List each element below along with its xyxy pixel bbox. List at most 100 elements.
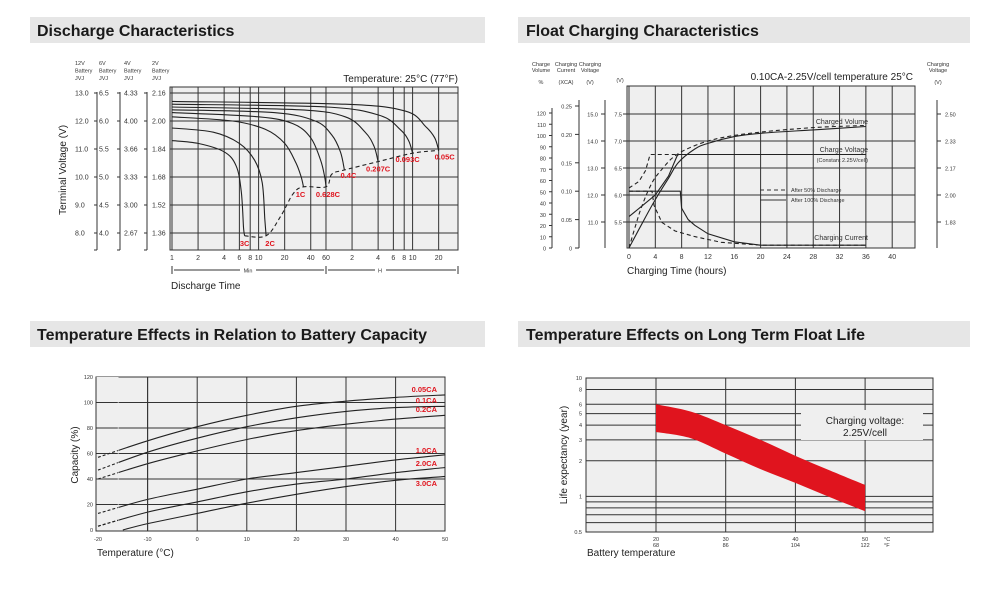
voltage-tick-label: 1.84 — [152, 147, 166, 154]
x-tick-label: 20 — [281, 255, 289, 262]
y-tick-label: 5 — [579, 412, 582, 418]
x-tick-label: 1 — [170, 255, 174, 262]
x-tick-label: 20 — [293, 537, 299, 543]
condition-annotation: 0.10CA-2.25V/cell temperature 25°C — [751, 72, 913, 83]
discharge-curve-2C — [171, 127, 267, 236]
voltage-tick-label: 2.00 — [152, 119, 166, 126]
capacity-curve-dashed-0.2CA — [97, 472, 118, 480]
current-tick-label: 0.05 — [561, 218, 572, 224]
cell-tick-label: 2.17 — [945, 167, 956, 173]
voltage-axis-header: JVJ — [99, 76, 108, 82]
y-tick-label: 20 — [87, 503, 93, 509]
discharge-curve-3C — [171, 140, 246, 236]
discharge-curve-0.05C — [171, 100, 440, 151]
voltage-tick-label: 8.0 — [75, 231, 85, 238]
header-float-life — [518, 321, 970, 347]
voltage-axis-header: Battery — [124, 69, 142, 75]
after-100-volume_pct-line — [628, 125, 866, 249]
legend-label-50: After 50% Discharge — [791, 188, 841, 194]
cell-axis-header: Voltage — [929, 68, 947, 74]
voltage-axis-header: 4V — [124, 61, 131, 67]
discharge-curve-0.093C — [171, 103, 414, 154]
x-tick-label: 36 — [862, 254, 870, 261]
voltage-tick-label: 1.68 — [152, 175, 166, 182]
y-tick-label: 100 — [84, 401, 93, 407]
current-tick-label: 0.20 — [561, 133, 572, 139]
voltage12-tick-label: 15.0 — [587, 113, 598, 119]
capacity-curve-dashed-0.1CA — [97, 462, 118, 471]
voltage6-tick-label: 7.0 — [614, 140, 622, 146]
voltage6-tick-label: 5.5 — [614, 221, 622, 227]
x-tick-label-f: 122 — [861, 543, 870, 549]
series-label-0.2CA: 0.2CA — [416, 405, 438, 414]
discharge-curve-1C — [171, 116, 305, 187]
voltage-tick-label: 6.0 — [99, 119, 109, 126]
series-label-1.0CA: 1.0CA — [416, 446, 438, 455]
voltage6-tick-label: 6.0 — [614, 194, 622, 200]
x-tick-label: 50 — [442, 537, 448, 543]
voltage-tick-label: 2.67 — [124, 231, 138, 238]
volume-tick-label: 60 — [540, 179, 546, 185]
header-temp-capacity — [30, 321, 485, 347]
float-life-chart: 206830864010450122°C°F1086543210.5Chargi… — [559, 376, 934, 559]
title-discharge: Discharge Characteristics — [37, 23, 235, 40]
voltage-axis-header: JVJ — [75, 76, 84, 82]
voltage-axis-header: JVJ — [124, 76, 133, 82]
series-label-2C: 2C — [265, 239, 275, 248]
series-label-0.05C: 0.05C — [435, 152, 456, 161]
plot-area — [626, 85, 916, 249]
voltage-axis-header: Battery — [152, 69, 170, 75]
voltage-tick-label: 4.00 — [124, 119, 138, 126]
voltage6-tick-label: 6.5 — [614, 167, 622, 173]
x-tick-label-c: 40 — [792, 537, 798, 543]
x-tick-label-c: 20 — [653, 537, 659, 543]
y-axis-label: Life expectancy (year) — [559, 406, 570, 504]
x-axis-label: Temperature (°C) — [97, 548, 174, 559]
volume-tick-label: 120 — [537, 112, 546, 118]
volume-tick-label: 90 — [540, 145, 546, 151]
voltage-tick-label: 4.0 — [99, 231, 109, 238]
series-label-0.628C: 0.628C — [316, 190, 341, 199]
x-tick-label: 40 — [393, 537, 399, 543]
x-tick-label: 24 — [783, 254, 791, 261]
voltage6-tick-label: 7.5 — [614, 113, 622, 119]
discharge-curve-0.207C — [171, 106, 379, 162]
cell-tick-label: 2.50 — [945, 113, 956, 119]
y-tick-label: 80 — [87, 426, 93, 432]
life-expectancy-band — [656, 404, 866, 512]
series-label-0.05CA: 0.05CA — [412, 385, 438, 394]
series-label-2.0CA: 2.0CA — [416, 459, 438, 468]
after-50-voltage_V-line — [628, 153, 781, 189]
series-label-0.1CA: 0.1CA — [416, 396, 438, 405]
cell-tick-label: 2.33 — [945, 140, 956, 146]
temp-capacity-chart: -20 -10 0 10 20 30 40 50 0 20 40 60 80 100 120 0.05CA 0.… — [70, 375, 448, 559]
discharge-chart: 1 2 4 6 8 10 20 40 60 2 4 6 8 10 2012VBatteryJVJ13.012… — [58, 61, 459, 292]
volume-axis-header: % — [539, 80, 544, 86]
volume-tick-label: 40 — [540, 202, 546, 208]
volume-tick-label: 50 — [540, 190, 546, 196]
x-tick-label: 32 — [836, 254, 844, 261]
series-label-0.093C: 0.093C — [395, 155, 420, 164]
annotation-box — [801, 410, 923, 440]
voltage-tick-label: 10.0 — [75, 175, 89, 182]
cell-tick-label: 1.83 — [945, 221, 956, 227]
capacity-curve-1.0CA — [97, 454, 446, 514]
capacity-curve-3.0CA — [122, 475, 446, 531]
title-temp-capacity: Temperature Effects in Relation to Batte… — [37, 327, 427, 344]
current-tick-label: 0.10 — [561, 190, 572, 196]
range-label-min: Min — [244, 269, 253, 275]
x-tick-label: 16 — [730, 254, 738, 261]
discharge-curve-0.4C — [171, 109, 345, 171]
volume-tick-label: 20 — [540, 224, 546, 230]
x-tick-label: 20 — [435, 255, 443, 262]
charged-volume-label: Charged Volume — [816, 119, 868, 126]
charging-voltage-annotation: Charging voltage: — [826, 416, 904, 427]
volume-tick-label: 110 — [537, 123, 546, 129]
x-axis-label: Battery temperature — [587, 548, 676, 559]
voltage12-tick-label: 11.0 — [588, 221, 598, 227]
charging-voltage-value: 2.25V/cell — [843, 428, 887, 439]
x-tick-label: 10 — [244, 537, 250, 543]
charging-current-label: Charging Current — [814, 235, 868, 242]
charge-voltage-note: (Constant 2.25V/cell) — [817, 158, 869, 164]
